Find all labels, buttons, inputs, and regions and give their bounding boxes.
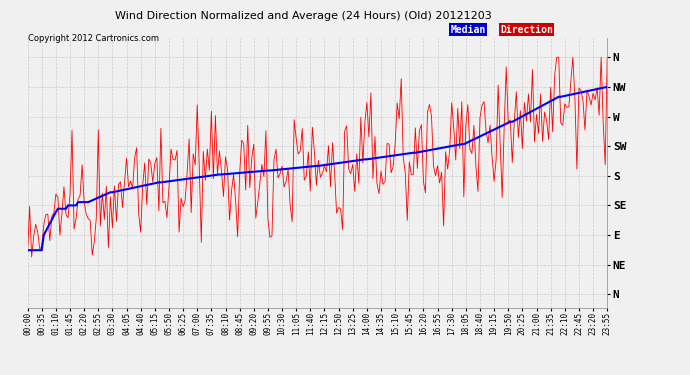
Text: Wind Direction Normalized and Average (24 Hours) (Old) 20121203: Wind Direction Normalized and Average (2… [115,11,492,21]
Text: Copyright 2012 Cartronics.com: Copyright 2012 Cartronics.com [28,34,159,43]
Text: Median: Median [451,25,486,35]
Text: Direction: Direction [500,25,553,35]
